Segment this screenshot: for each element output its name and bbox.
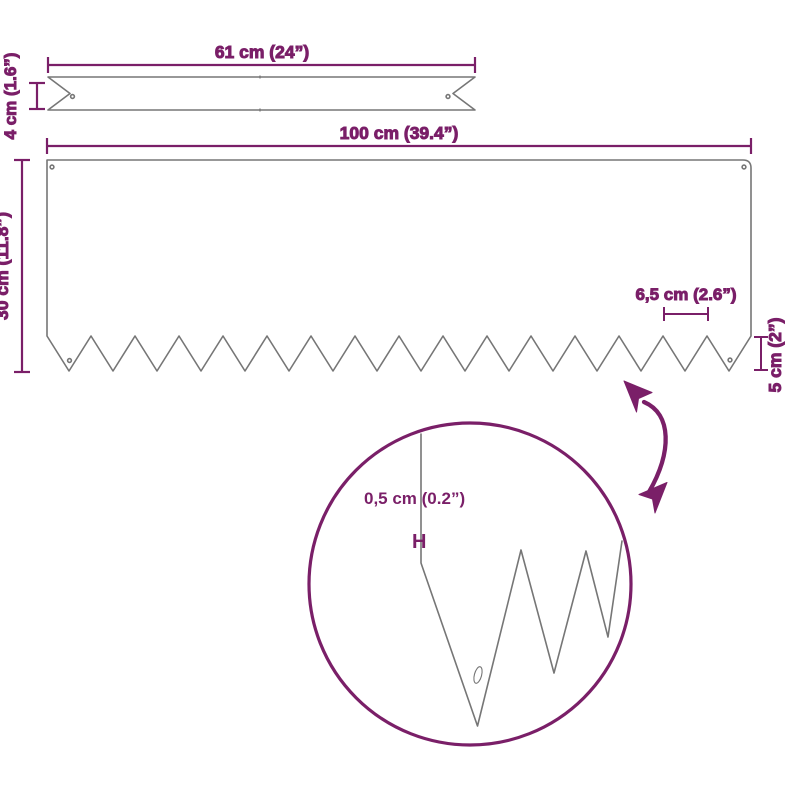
svg-text:H: H xyxy=(412,531,426,553)
svg-text:4 cm (1.6”): 4 cm (1.6”) xyxy=(1,53,20,140)
svg-text:6,5 cm (2.6”): 6,5 cm (2.6”) xyxy=(635,285,736,304)
svg-text:5 cm (2”): 5 cm (2”) xyxy=(765,318,785,393)
svg-text:30 cm (11.8”): 30 cm (11.8”) xyxy=(0,212,12,320)
svg-text:100 cm (39.4”): 100 cm (39.4”) xyxy=(340,123,459,143)
svg-text:0,5 cm (0.2”): 0,5 cm (0.2”) xyxy=(364,489,465,508)
svg-text:61 cm (24”): 61 cm (24”) xyxy=(215,42,309,62)
